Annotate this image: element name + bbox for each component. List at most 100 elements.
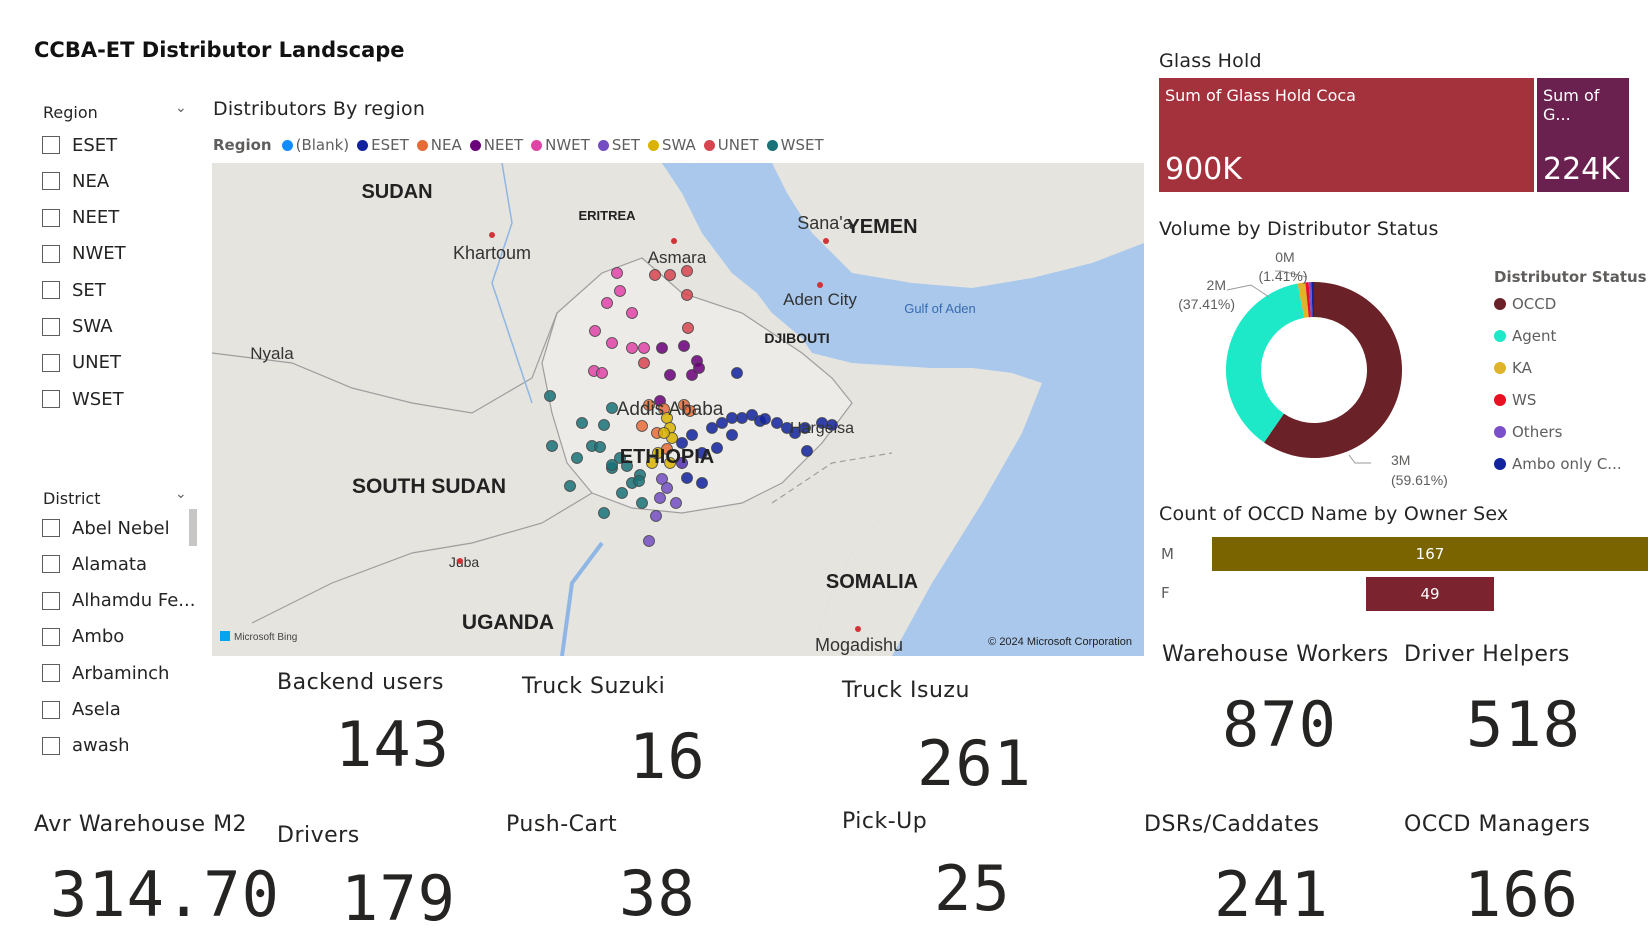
- distributor-point[interactable]: [636, 497, 648, 509]
- region-slicer-item[interactable]: SET: [42, 278, 106, 302]
- distributor-point[interactable]: [546, 440, 558, 452]
- donut-legend-entry[interactable]: Others: [1494, 416, 1622, 448]
- distributor-point[interactable]: [598, 419, 610, 431]
- distributor-point[interactable]: [726, 412, 738, 424]
- glass-hold-coca-tile[interactable]: Sum of Glass Hold Coca 900K: [1159, 78, 1534, 192]
- distributor-point[interactable]: [759, 413, 771, 425]
- distributor-point[interactable]: [693, 362, 705, 374]
- distributor-point[interactable]: [656, 342, 668, 354]
- distributor-point[interactable]: [638, 342, 650, 354]
- distributor-point[interactable]: [656, 473, 668, 485]
- district-slicer-checkbox[interactable]: [42, 555, 60, 574]
- distributor-point[interactable]: [664, 457, 676, 469]
- distributor-point[interactable]: [611, 267, 623, 279]
- region-slicer-checkbox[interactable]: [42, 172, 60, 191]
- distributor-point[interactable]: [684, 405, 696, 417]
- distributor-point[interactable]: [606, 337, 618, 349]
- distributor-point[interactable]: [661, 482, 673, 494]
- distributor-point[interactable]: [706, 422, 718, 434]
- distributor-point[interactable]: [626, 307, 638, 319]
- distributor-point[interactable]: [614, 285, 626, 297]
- region-slicer-item[interactable]: ESET: [42, 133, 117, 157]
- distributor-point[interactable]: [643, 535, 655, 547]
- distributor-point[interactable]: [664, 269, 676, 281]
- distributor-point[interactable]: [678, 340, 690, 352]
- district-slicer-item[interactable]: Alamata: [42, 552, 147, 576]
- donut-legend-entry[interactable]: KA: [1494, 352, 1622, 384]
- distributor-point[interactable]: [646, 457, 658, 469]
- region-slicer-item[interactable]: WSET: [42, 387, 124, 411]
- district-scrollbar[interactable]: [189, 509, 197, 546]
- distributor-point[interactable]: [652, 447, 664, 459]
- region-slicer-checkbox[interactable]: [42, 353, 60, 372]
- distributor-map[interactable]: SUDAN ERITREA YEMEN Sana'a Khartoum Asma…: [212, 163, 1144, 656]
- distributor-point[interactable]: [633, 475, 645, 487]
- map-legend-entry[interactable]: NEET: [469, 136, 523, 154]
- map-legend-entry[interactable]: ESET: [357, 136, 409, 154]
- district-slicer-item[interactable]: Arbaminch: [42, 661, 169, 685]
- donut-slice[interactable]: [1308, 282, 1313, 318]
- district-slicer-item[interactable]: Ambo: [42, 625, 124, 649]
- distributor-point[interactable]: [636, 420, 648, 432]
- district-slicer-item[interactable]: Abel Nebel: [42, 516, 170, 540]
- distributor-point[interactable]: [621, 460, 633, 472]
- donut-slice[interactable]: [1226, 283, 1305, 443]
- donut-slice[interactable]: [1311, 282, 1314, 318]
- map-legend-entry[interactable]: WSET: [766, 136, 824, 154]
- map-legend-entry[interactable]: SET: [597, 136, 640, 154]
- distributor-point[interactable]: [682, 322, 694, 334]
- distributor-point[interactable]: [826, 419, 838, 431]
- map-legend-entry[interactable]: NEA: [416, 136, 462, 154]
- distributor-point[interactable]: [626, 342, 638, 354]
- distributor-point[interactable]: [664, 369, 676, 381]
- distributor-point[interactable]: [711, 442, 723, 454]
- distributor-point[interactable]: [571, 452, 583, 464]
- region-slicer-checkbox[interactable]: [42, 281, 60, 300]
- distributor-point[interactable]: [594, 441, 606, 453]
- donut-slice[interactable]: [1305, 282, 1311, 318]
- distributor-point[interactable]: [696, 447, 708, 459]
- district-slicer-item[interactable]: Alhamdu Fe...: [42, 589, 195, 613]
- donut-legend-entry[interactable]: OCCD: [1494, 288, 1622, 320]
- district-slicer-checkbox[interactable]: [42, 736, 60, 755]
- owner-sex-bar-f[interactable]: 49: [1366, 577, 1494, 611]
- distributor-point[interactable]: [746, 409, 758, 421]
- region-slicer-checkbox[interactable]: [42, 390, 60, 409]
- distributor-point[interactable]: [596, 367, 608, 379]
- region-slicer-checkbox[interactable]: [42, 317, 60, 336]
- district-slicer-checkbox[interactable]: [42, 664, 60, 683]
- donut-slice[interactable]: [1297, 282, 1309, 318]
- map-legend-entry[interactable]: NWET: [531, 136, 590, 154]
- distributor-point[interactable]: [614, 452, 626, 464]
- volume-donut-chart[interactable]: 2M (37.41%) 0M (1.41%) 3M (59.61%): [1159, 245, 1459, 495]
- donut-slice[interactable]: [1264, 282, 1402, 458]
- district-slicer-item[interactable]: awash: [42, 734, 130, 758]
- distributor-point[interactable]: [731, 367, 743, 379]
- map-legend-entry[interactable]: (Blank): [281, 136, 349, 154]
- distributor-point[interactable]: [643, 399, 655, 411]
- district-slicer-checkbox[interactable]: [42, 519, 60, 537]
- distributor-point[interactable]: [616, 487, 628, 499]
- distributor-point[interactable]: [676, 457, 688, 469]
- distributor-point[interactable]: [696, 477, 708, 489]
- distributor-point[interactable]: [686, 369, 698, 381]
- district-slicer-checkbox[interactable]: [42, 627, 60, 646]
- region-slicer-checkbox[interactable]: [42, 208, 60, 227]
- distributor-point[interactable]: [801, 445, 813, 457]
- distributor-point[interactable]: [686, 429, 698, 441]
- distributor-point[interactable]: [789, 427, 801, 439]
- region-slicer-checkbox[interactable]: [42, 136, 60, 154]
- donut-legend-entry[interactable]: Agent: [1494, 320, 1622, 352]
- distributor-point[interactable]: [576, 417, 588, 429]
- region-slicer-item[interactable]: NEA: [42, 169, 109, 193]
- distributor-point[interactable]: [726, 429, 738, 441]
- distributor-point[interactable]: [598, 507, 610, 519]
- distributor-point[interactable]: [649, 269, 661, 281]
- map-legend-entry[interactable]: UNET: [703, 136, 759, 154]
- distributor-point[interactable]: [658, 427, 670, 439]
- distributor-point[interactable]: [681, 289, 693, 301]
- district-slicer-item[interactable]: Asela: [42, 698, 121, 722]
- distributor-point[interactable]: [716, 417, 728, 429]
- distributor-point[interactable]: [544, 390, 556, 402]
- distributor-point[interactable]: [670, 497, 682, 509]
